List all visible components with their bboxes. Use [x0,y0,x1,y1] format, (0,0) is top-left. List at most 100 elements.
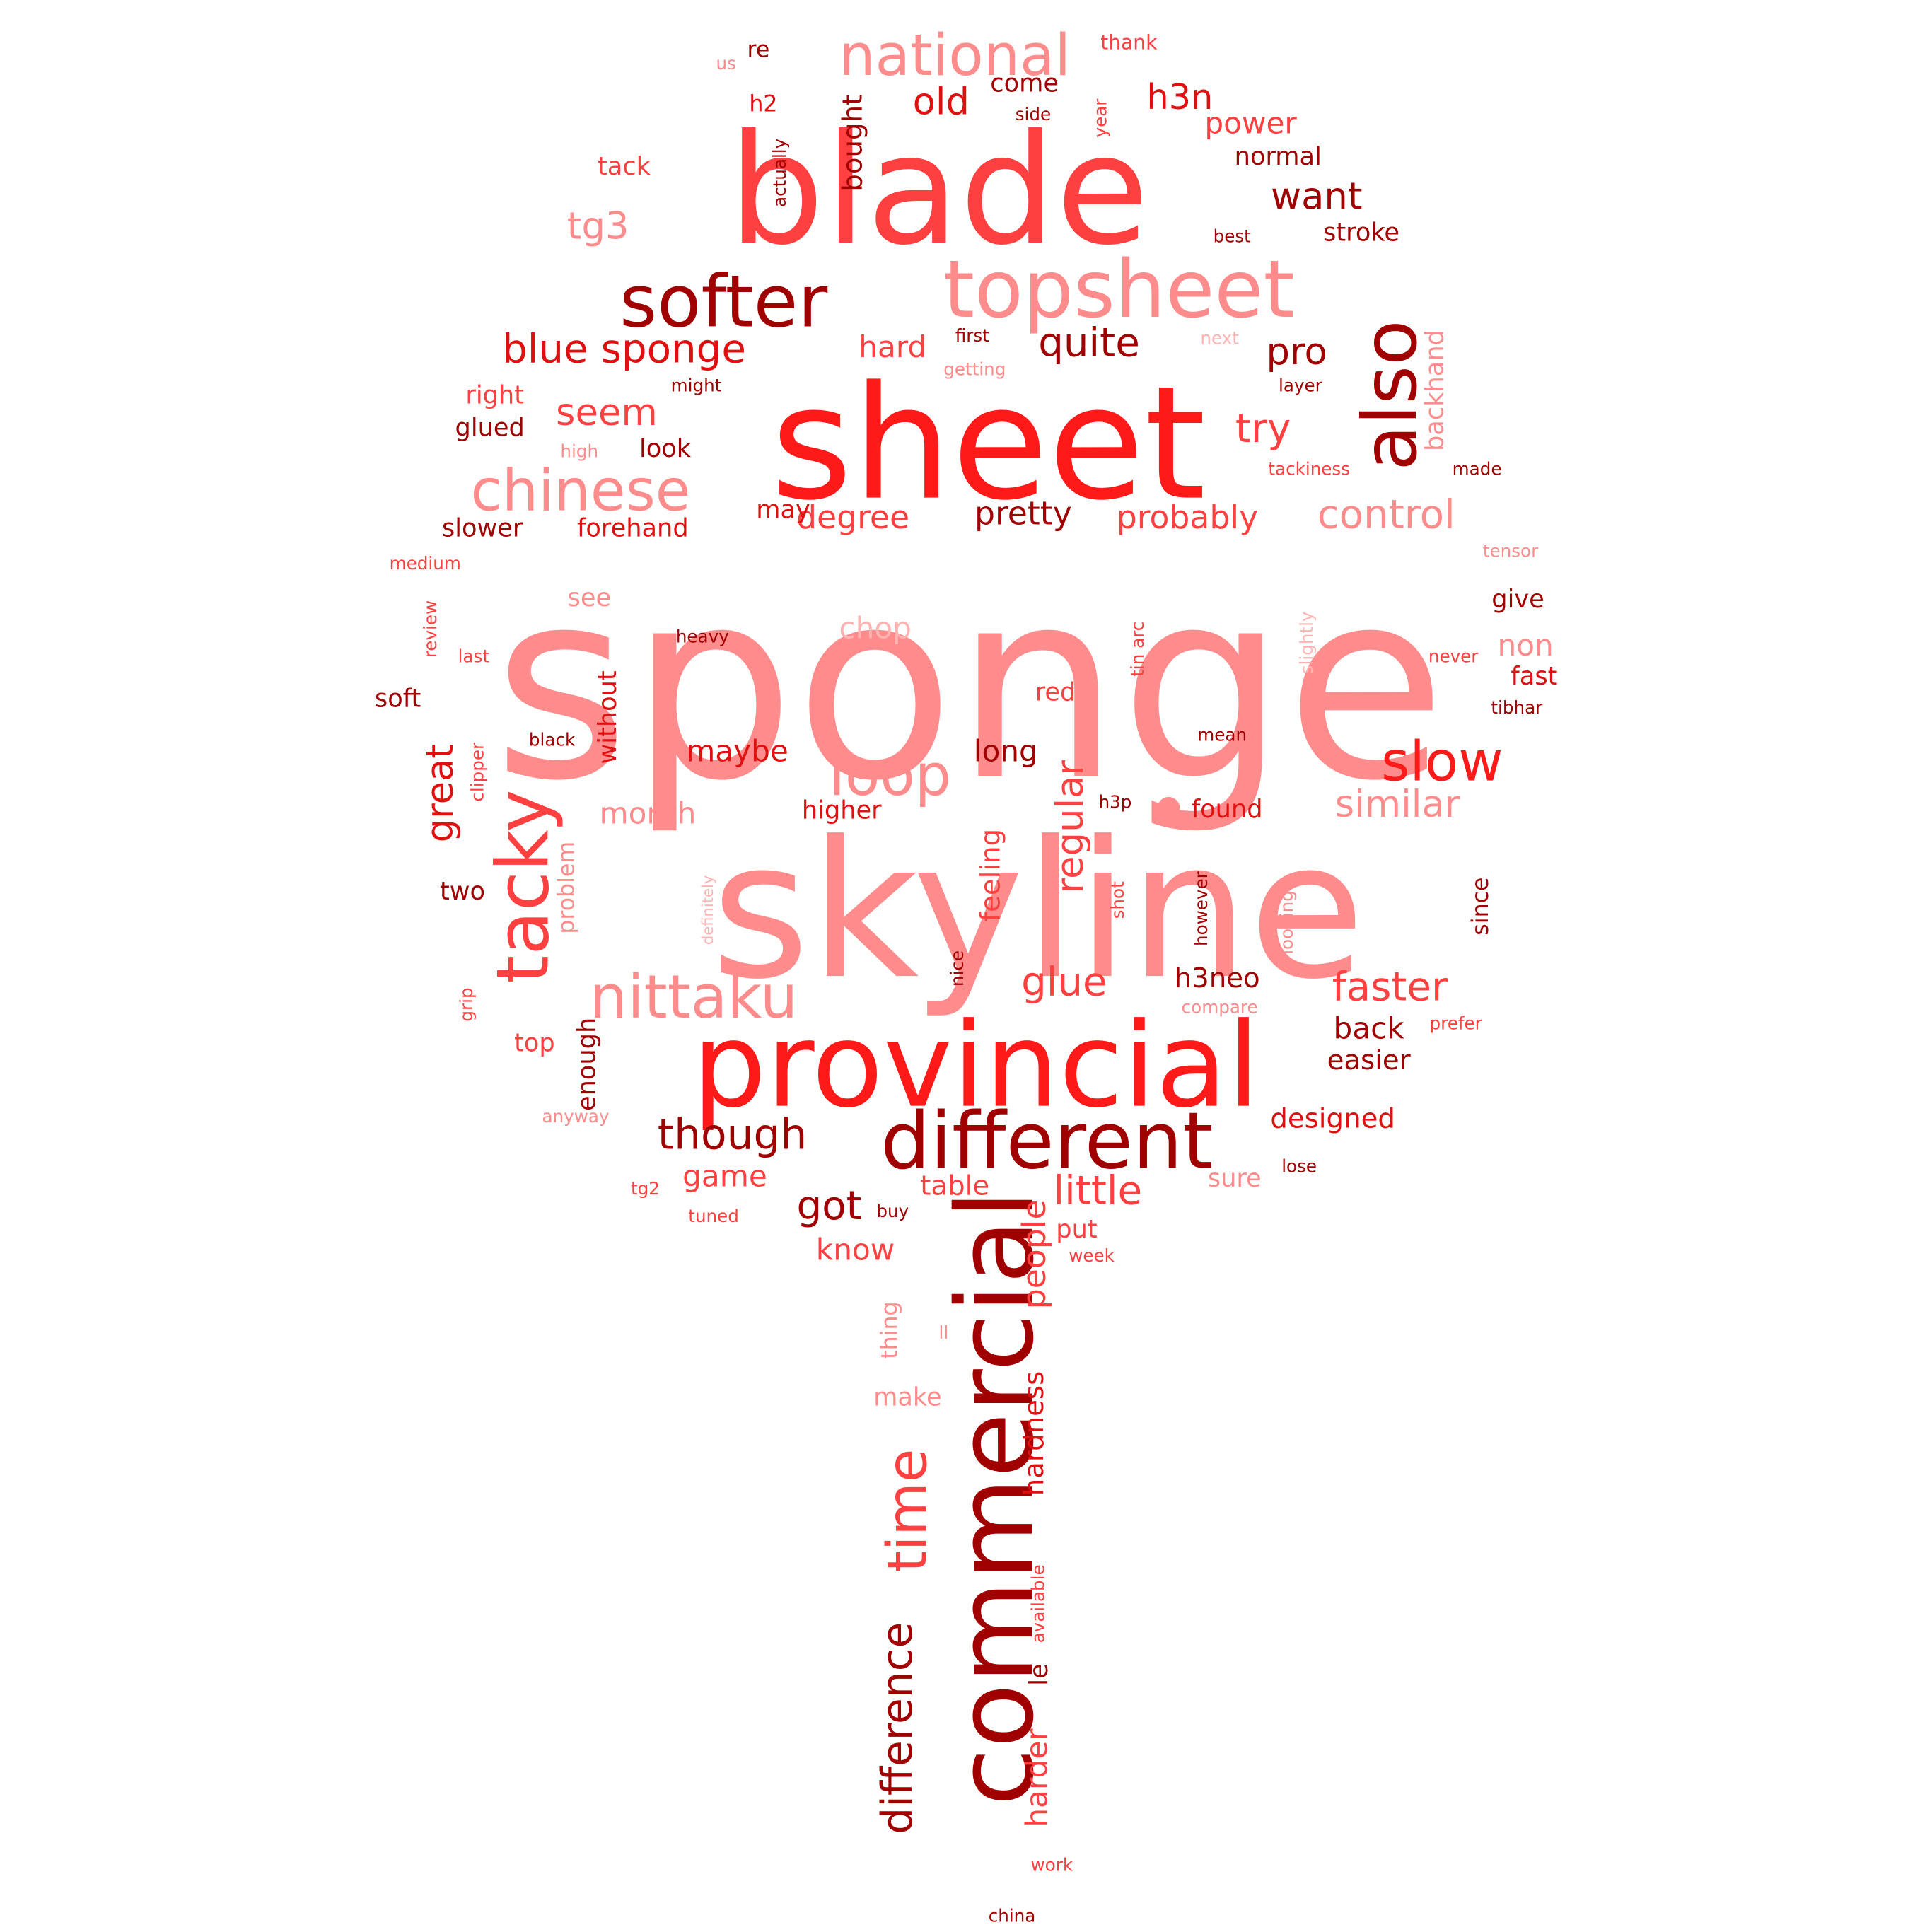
word-buy: buy [876,1201,909,1221]
word-commercial: commercial [934,1190,1057,1807]
word-enough: enough [572,1018,601,1111]
word-mean: mean [1197,725,1247,745]
word-without: without [593,670,622,764]
word-getting: getting [943,359,1006,380]
word-year: year [1090,98,1110,138]
word-glue: glue [1021,959,1107,1005]
word-slightly: slightly [1296,612,1317,675]
word-higher: higher [802,796,882,825]
word-anyway: anyway [542,1106,609,1127]
word-glued: glued [455,413,525,442]
word-red: red [1035,678,1076,707]
word-h3n: h3n [1147,76,1214,117]
dot-mark [1157,796,1180,820]
word-thank: thank [1100,30,1158,54]
word-back: back [1333,1011,1404,1045]
word-h3neo: h3neo [1175,962,1260,994]
word-people: people [1016,1199,1053,1309]
word-regular: regular [1049,760,1092,894]
word-hardness: hardness [1018,1371,1050,1496]
word-backhand: backhand [1420,330,1449,451]
word-sure: sure [1208,1164,1262,1193]
word-found: found [1192,795,1263,824]
word-softer: softer [619,260,827,344]
word-normal: normal [1235,142,1322,171]
word-come: come [990,69,1059,98]
word-high: high [560,441,598,462]
word-got: got [797,1183,862,1229]
word-try: try [1235,406,1291,452]
word-best: best [1214,226,1252,247]
word-available: available [1028,1564,1048,1643]
word-since: since [1468,878,1494,936]
word-tuned: tuned [688,1206,739,1226]
word-long: long [974,733,1038,768]
word-grip: grip [456,987,477,1021]
word-definitely: definitely [699,875,716,945]
word-provincial: provincial [692,998,1260,1134]
word-make: make [873,1383,942,1412]
word-layer: layer [1279,375,1323,395]
word-skyline: skyline [711,801,1366,1021]
word-fast: fast [1511,662,1557,691]
word-top: top [514,1028,555,1057]
word-nice: nice [947,950,967,987]
word-old: old [913,81,970,124]
word-tibhar: tibhar [1491,697,1543,718]
word-review: review [420,600,441,658]
word-similar: similar [1335,783,1460,826]
word-harder: harder [1020,1728,1054,1827]
word-month: month [599,796,696,830]
word-le: le [1025,1663,1054,1685]
word-actually: actually [769,139,790,207]
word-tin-arc: tin arc [1127,622,1148,677]
word-tg3: tg3 [567,204,629,248]
word-work: work [1031,1855,1073,1875]
word-bought: bought [837,95,869,192]
word-tg2: tg2 [631,1178,660,1199]
word-stroke: stroke [1323,218,1399,247]
word-chinese: chinese [470,458,690,524]
word-heavy: heavy [676,627,729,647]
word-sheet: sheet [771,353,1206,535]
word-degree: degree [796,499,909,536]
word-little: little [1054,1168,1143,1214]
word-also: also [1346,320,1433,470]
word-though: though [658,1111,808,1160]
word-maybe: maybe [686,733,788,768]
word-first: first [955,325,989,346]
word-chop: chop [839,610,912,645]
word-tensor: tensor [1483,540,1539,561]
word-give: give [1491,585,1544,614]
word-forehand: forehand [577,514,689,543]
word-topsheet: topsheet [943,243,1295,336]
word-re: re [747,37,770,62]
word-power: power [1204,106,1297,141]
word-compare: compare [1182,997,1258,1018]
word-however: however [1191,871,1211,946]
word-prefer: prefer [1430,1013,1483,1033]
word-blade: blade [728,102,1149,279]
word-feeling: feeling [975,829,1007,922]
word-h3p: h3p [1099,791,1132,812]
word-sponge: sponge [493,534,1446,838]
word-game: game [682,1159,767,1194]
word-put: put [1056,1215,1097,1244]
word-blue-sponge: blue sponge [502,327,746,373]
word-never: never [1428,646,1479,667]
word-lose: lose [1281,1156,1317,1177]
word-easier: easier [1327,1044,1411,1076]
word-last: last [458,646,490,667]
word-us: us [716,53,735,74]
word-know: know [816,1232,895,1267]
word-seem: seem [556,391,658,434]
word-want: want [1271,175,1363,218]
word-tack: tack [598,152,651,181]
word-non: non [1497,628,1553,663]
word-slower: slower [442,514,523,543]
word-tackiness: tackiness [1268,458,1350,479]
word-slow: slow [1381,731,1503,794]
